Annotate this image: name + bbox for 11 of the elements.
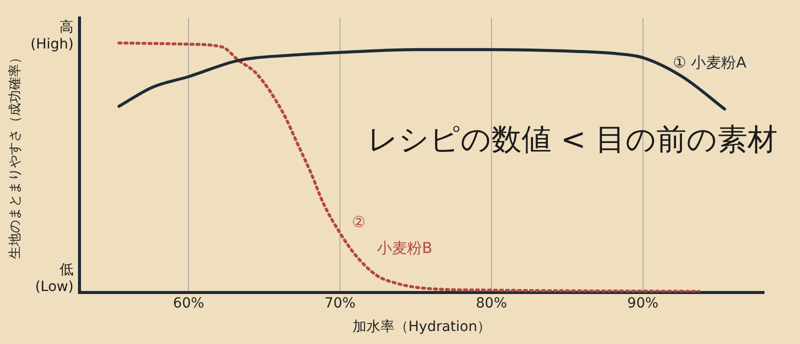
x-tick-label: 90% bbox=[627, 295, 658, 312]
x-tick-label: 80% bbox=[476, 295, 508, 312]
text: 高 (High) bbox=[30, 20, 74, 53]
series-label: ② 小麦粉B bbox=[352, 212, 432, 257]
text: 低 (Low) bbox=[35, 262, 74, 296]
annotation: レシピの数値 < 目の前の素材 bbox=[367, 122, 778, 158]
x-tick-label: 70% bbox=[324, 295, 356, 312]
series-label: ① 小麦粉A bbox=[672, 54, 748, 72]
x-axis-title: 加水率（Hydration） bbox=[352, 319, 492, 336]
x-tick-label: 60% bbox=[173, 295, 204, 312]
y-axis-title: 生地のまとまりやすさ（成功確率） bbox=[7, 51, 24, 260]
